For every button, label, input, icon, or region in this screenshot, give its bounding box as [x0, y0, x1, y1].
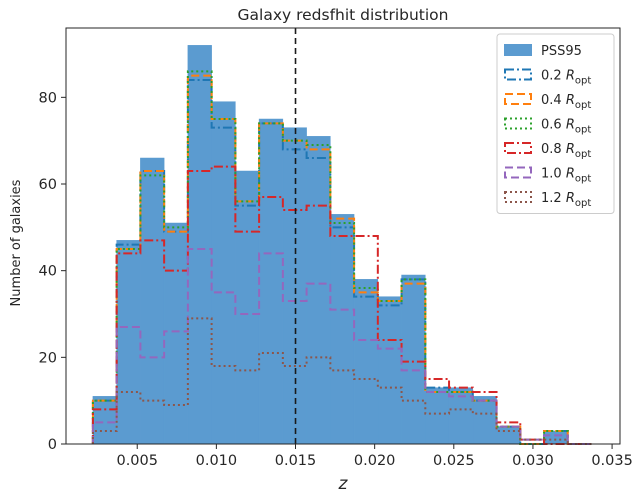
x-tick-label: 0.010	[196, 453, 238, 469]
pss95-bar	[425, 387, 450, 445]
pss95-bar	[187, 45, 212, 445]
legend-label: 0.2 Ropt	[541, 69, 591, 87]
legend-handle	[504, 93, 532, 105]
y-tick-label: 40	[39, 264, 57, 280]
pss95-bar	[472, 396, 497, 445]
x-tick-label: 0.025	[433, 453, 475, 469]
x-axis-label: z	[338, 474, 349, 494]
chart-title: Galaxy redsfhit distribution	[238, 6, 449, 24]
pss95-bar	[377, 296, 402, 445]
pss95-bar	[496, 426, 521, 445]
pss95-bar	[258, 118, 284, 445]
pss95-bar	[543, 430, 569, 445]
legend-label: 1.0 Ropt	[541, 167, 591, 185]
step-series-6	[91, 317, 592, 445]
pss95-bar	[330, 214, 355, 445]
x-tick-label: 0.005	[116, 453, 158, 469]
pss95-bar	[235, 170, 260, 445]
legend-handle	[504, 68, 532, 81]
legend-label: 0.8 Ropt	[541, 142, 591, 160]
legend-label: 0.6 Ropt	[541, 118, 591, 136]
pss95-bar	[211, 101, 236, 445]
legend-label: 1.2 Ropt	[541, 191, 591, 209]
legend-handle	[504, 44, 532, 56]
legend-handle	[504, 166, 532, 179]
pss95-bar	[401, 274, 426, 445]
legend-label: 0.4 Ropt	[541, 93, 591, 111]
x-tick-label: 0.015	[275, 453, 317, 469]
pss95-bar	[116, 240, 141, 445]
y-tick-label: 80	[39, 90, 57, 106]
legend: PSS95 0.2 Ropt 0.4 Ropt 0.6 Ropt 0.8 Ropt 1.0…	[496, 33, 615, 214]
y-axis-label: Number of galaxies	[9, 179, 24, 306]
legend-label: PSS95	[541, 44, 582, 59]
plot-area	[91, 28, 592, 445]
step-series-5	[91, 248, 592, 445]
step-series-2	[91, 74, 592, 445]
x-tick-label: 0.035	[591, 453, 633, 469]
pss95-bar	[353, 279, 379, 445]
pss95-bar	[282, 127, 307, 445]
y-tick-label: 60	[39, 177, 57, 193]
step-series-4	[91, 165, 592, 445]
axes: 0.005 0.010 0.015 0.020 0.025 0.030 0.035 0 20 40…	[39, 27, 633, 469]
pss95-bar	[92, 396, 117, 445]
legend-handle	[504, 142, 532, 154]
y-tick-label: 0	[48, 437, 57, 453]
y-tick-label: 20	[39, 350, 57, 366]
pss95-bar	[163, 222, 189, 445]
legend-handle	[504, 117, 532, 130]
x-tick-label: 0.030	[512, 453, 554, 469]
axes-frame	[65, 27, 621, 445]
legend-handle	[504, 191, 532, 203]
pss95-bar	[306, 136, 331, 445]
x-tick-label: 0.020	[354, 453, 396, 469]
